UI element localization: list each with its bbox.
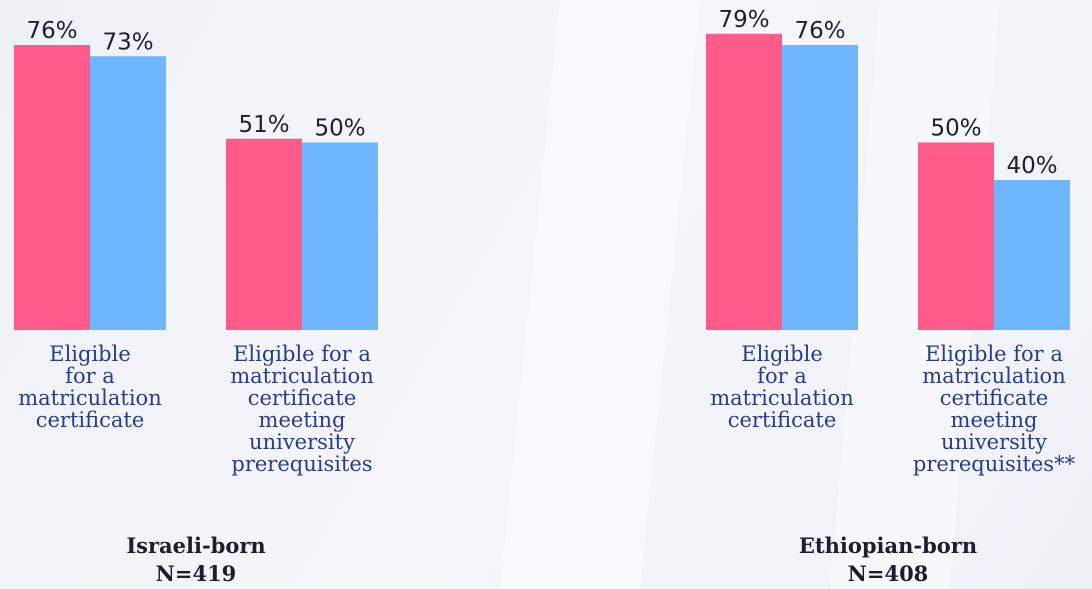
group-title: Israeli-born [126,533,266,558]
category-label: Eligible for a matriculation certificate [18,342,162,432]
value-label: 76% [794,18,845,44]
value-label: 51% [238,112,289,138]
bar [706,33,782,330]
bar [994,180,1070,330]
value-label: 50% [930,116,981,142]
background-shape [500,0,700,589]
value-label: 79% [718,7,769,33]
group-title: Ethiopian-born [798,533,978,558]
bar [782,45,858,330]
bar [90,56,166,330]
group-subtitle: N=419 [155,561,237,586]
category-label: Eligible for a matriculation certificate [710,342,854,432]
value-label: 73% [102,29,153,55]
value-label: 76% [26,18,77,44]
category-label: Eligible for a matriculation certificate… [230,342,374,476]
group-subtitle: N=408 [847,561,929,586]
bar [918,142,994,330]
bar [226,138,302,330]
bar [14,45,90,330]
value-label: 50% [314,116,365,142]
bar [302,142,378,330]
value-label: 40% [1006,153,1057,179]
category-label: Eligible for a matriculation certificate… [912,342,1076,476]
